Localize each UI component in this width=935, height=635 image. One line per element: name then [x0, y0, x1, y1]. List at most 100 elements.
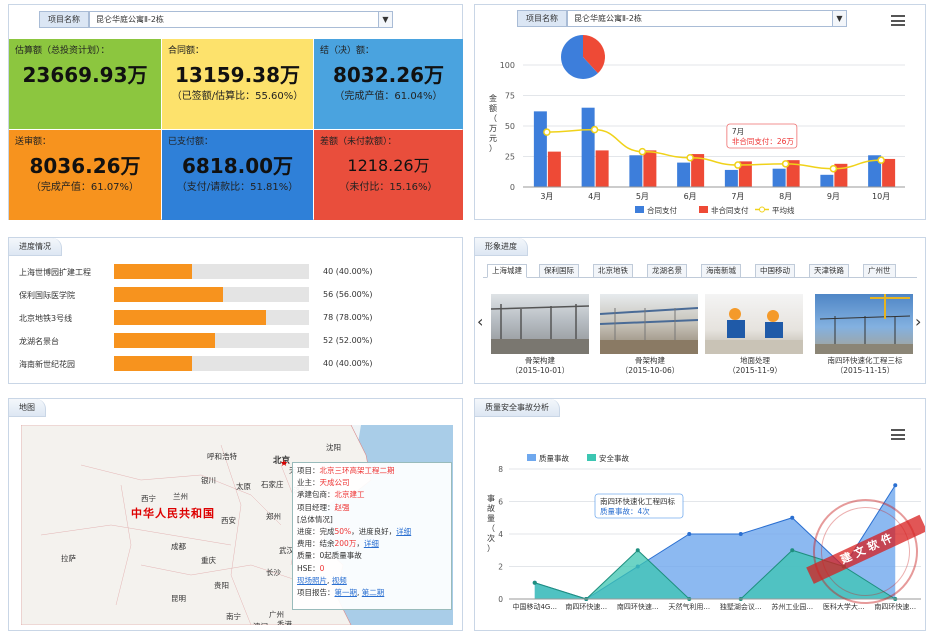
tile-title: 已支付额： — [168, 137, 214, 147]
tab-7[interactable]: 天津铁路 — [809, 264, 849, 278]
caption-text: 骨架构建 — [635, 356, 665, 365]
photo-caption: 地面处理 （2015-11-9） — [700, 356, 810, 376]
tab-3[interactable]: 北京地铁 — [593, 264, 633, 278]
tile-sub: （已签额/估算比：55.60%） — [171, 91, 304, 102]
y-axis-label-char: （ — [487, 524, 495, 533]
data-point — [893, 483, 898, 488]
legend-swatch — [759, 206, 765, 213]
city-label: 重庆 — [201, 556, 216, 565]
average-point — [734, 161, 742, 169]
menu-icon[interactable] — [891, 15, 905, 26]
detail-link[interactable]: 详细 — [396, 527, 412, 537]
tile-value: 8032.26万 — [332, 63, 445, 87]
bar-contract — [868, 155, 882, 187]
x-tick-label: 4月 — [588, 192, 601, 201]
tab-2[interactable]: 保利国际 — [539, 264, 579, 278]
progress-row[interactable]: 北京地铁3号线 78 (78.00%) — [19, 310, 459, 325]
x-tick-label: 9月 — [827, 192, 840, 201]
legend-label: 平均线 — [772, 205, 795, 215]
average-point — [829, 164, 838, 173]
bar-contract — [724, 169, 738, 187]
y-tick-label: 0 — [510, 183, 515, 192]
tab-strip-line — [483, 277, 917, 278]
video-link[interactable]: 视频 — [331, 575, 347, 585]
project-dropdown[interactable]: 昆仑华庭公寓Ⅱ-2栋 ▼ — [89, 11, 393, 28]
tooltip-text: 非合同支付：26万 — [732, 136, 795, 146]
progress-track — [114, 264, 309, 279]
x-tick-label: 中国移动4G... — [512, 602, 557, 611]
menu-icon[interactable] — [891, 429, 905, 440]
progress-track — [114, 287, 309, 302]
x-tick-label: 5月 — [636, 192, 649, 201]
progress-value: 52 (52.00%) — [323, 336, 373, 345]
progress-row[interactable]: 上海世博园扩建工程 40 (40.00%) — [19, 264, 459, 279]
tab-6[interactable]: 中国移动 — [755, 264, 795, 278]
photo-1[interactable] — [491, 294, 589, 354]
tile-title: 结（决）额： — [320, 46, 375, 56]
report-link-1[interactable]: 第一期 — [334, 588, 358, 598]
bar-contract — [581, 107, 595, 187]
progress-panel: 进度情况 上海世博园扩建工程 40 (40.00%) 保利国际医学院 56 (56… — [8, 237, 463, 384]
city-label: 西宁 — [141, 494, 156, 503]
project-value: 昆仑华庭公寓Ⅱ-2栋 — [96, 15, 164, 24]
data-point — [635, 548, 640, 553]
tab-8[interactable]: 广州世 — [863, 264, 896, 278]
y-axis-label-char: 万 — [489, 124, 497, 133]
tile-contract: 合同额： 13159.38万 （已签额/估算比：55.60%） — [162, 39, 313, 129]
caption-date: （2015-10-06） — [620, 366, 680, 375]
progress-name: 海南新世纪花园 — [19, 360, 75, 369]
y-tick-label: 4 — [498, 530, 503, 539]
chevron-down-icon[interactable]: ▼ — [832, 11, 846, 26]
progress-value: 78 (78.00%) — [323, 313, 373, 322]
y-axis-label-char: 元 — [489, 134, 497, 143]
progress-name: 保利国际医学院 — [19, 291, 75, 300]
photo-4[interactable] — [815, 294, 913, 354]
photos-link[interactable]: 现场照片 — [297, 575, 327, 585]
average-point — [877, 156, 885, 164]
report-link-2[interactable]: 第二期 — [361, 588, 385, 598]
chevron-down-icon[interactable]: ▼ — [378, 12, 392, 27]
capital-star-icon: ★ — [280, 459, 289, 469]
data-point — [687, 532, 692, 536]
city-label: 沈阳 — [326, 443, 341, 452]
tab-5[interactable]: 海南新城 — [701, 264, 741, 278]
x-tick-label: 南四环快速... — [617, 602, 659, 611]
progress-row[interactable]: 龙湖名景台 52 (52.00%) — [19, 333, 459, 348]
y-axis-label: 事故量（次） — [487, 493, 495, 553]
tile-title: 合同额： — [168, 46, 205, 56]
tooltip-box — [594, 493, 684, 519]
tab-1[interactable]: 上海城建 — [487, 264, 527, 278]
legend-label: 合同支付 — [647, 205, 677, 215]
project-dropdown[interactable]: 昆仑华庭公寓Ⅱ-2栋 ▼ — [567, 10, 847, 27]
bar-noncontract — [595, 150, 609, 187]
progress-row[interactable]: 海南新世纪花园 40 (40.00%) — [19, 356, 459, 371]
project-label: 项目名称 — [39, 11, 89, 28]
tile-title: 估算额（总投资计划）： — [15, 46, 110, 56]
bar-noncontract — [547, 151, 561, 187]
progress-row[interactable]: 保利国际医学院 56 (56.00%) — [19, 287, 459, 302]
photo-3[interactable] — [705, 294, 803, 354]
detail-link[interactable]: 详细 — [363, 539, 379, 549]
tile-value: 8036.26万 — [29, 154, 141, 178]
chevron-left-icon[interactable]: ‹ — [477, 312, 484, 331]
y-tick-label: 100 — [500, 61, 515, 70]
tab-4[interactable]: 龙湖名景 — [647, 264, 687, 278]
x-tick-label: 南四环快速... — [874, 602, 916, 611]
x-tick-label: 10月 — [872, 192, 890, 201]
caption-date: （2015-11-15） — [835, 366, 895, 375]
legend-swatch — [635, 206, 644, 213]
tile-sub: （未付比：15.16%） — [339, 182, 438, 193]
photo-2[interactable] — [600, 294, 698, 354]
bar-contract — [772, 168, 786, 187]
info-report: 项目报告：第一期, 第二期 — [297, 588, 385, 598]
city-label: 武汉 — [279, 546, 294, 555]
progress-name: 上海世博园扩建工程 — [19, 268, 91, 277]
average-point — [590, 125, 599, 134]
tile-sub: （完成产值：61.07%） — [30, 182, 140, 193]
info-hse: HSE：0 — [297, 563, 325, 573]
chevron-right-icon[interactable]: › — [915, 312, 922, 331]
progress-value: 40 (40.00%) — [323, 267, 373, 276]
average-point — [781, 160, 790, 168]
progress-title: 进度情况 — [9, 238, 62, 256]
